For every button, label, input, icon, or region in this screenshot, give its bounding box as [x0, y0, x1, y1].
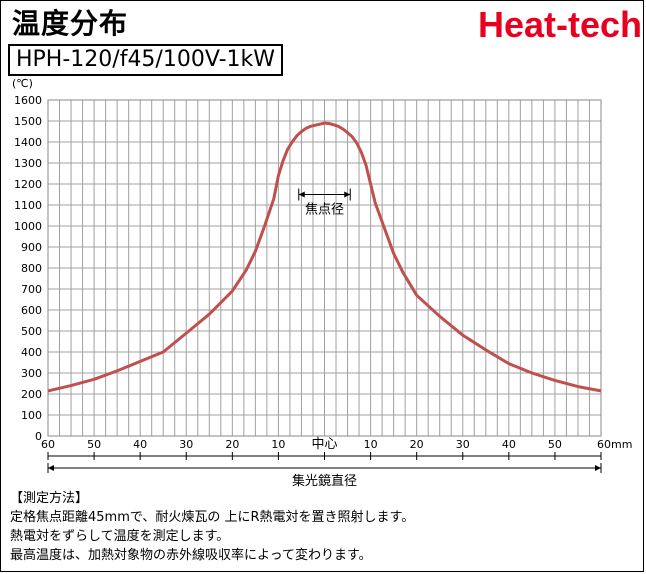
x-tick-label: 10	[271, 438, 285, 451]
y-tick-label: 100	[21, 409, 42, 422]
chart-grid	[47, 99, 602, 437]
notes-line: 定格焦点距離45mmで、耐火煉瓦の 上にR熱電対を置き照射します。	[10, 510, 415, 525]
focal-diameter-label: 焦点径	[305, 203, 344, 218]
y-axis-unit: (℃)	[12, 77, 33, 90]
y-tick-label: 1400	[14, 136, 42, 149]
x-tick-labels: 60 50 40 30 20 10 10 20 30 40 50 60mm	[41, 438, 632, 451]
model-label: HPH-120/f45/100V-1kW	[8, 44, 284, 76]
y-tick-label: 200	[21, 388, 42, 401]
x-tick-label: 50	[548, 438, 562, 451]
y-tick-label: 900	[21, 241, 42, 254]
notes-line: 熱電対をずらして温度を測定します。	[10, 529, 230, 544]
y-tick-label: 1300	[14, 157, 42, 170]
notes-line: 最高温度は、加熱対象物の赤外線吸収率によって変わります。	[10, 548, 372, 563]
y-tick-label: 300	[21, 367, 42, 380]
plot-border	[47, 99, 602, 437]
y-tick-label: 600	[21, 304, 42, 317]
series-line-temperature	[47, 121, 602, 393]
x-tick-label: 60	[41, 438, 55, 451]
y-tick-labels: 0 100 200 300 400 500 600 700 800 900 1000 1100 1200…	[14, 94, 42, 443]
mirror-diameter-range	[47, 463, 602, 473]
y-tick-label: 1100	[14, 199, 42, 212]
measurement-notes: 【測定方法】 定格焦点距離45mmで、耐火煉瓦の 上にR熱電対を置き照射します。…	[10, 489, 414, 565]
x-tick-label: 40	[133, 438, 147, 451]
y-tick-label: 700	[21, 283, 42, 296]
focal-diameter-range	[298, 188, 351, 201]
x-tick-label: 40	[502, 438, 516, 451]
x-tick-label: 30	[456, 438, 470, 451]
x-tick-label: 20	[225, 438, 239, 451]
mirror-diameter-label: 集光鏡直径	[292, 473, 357, 489]
brand-logo: Heat-tech	[478, 4, 643, 45]
center-label: 中心	[311, 437, 337, 452]
y-tick-label: 400	[21, 346, 42, 359]
y-tick-label: 500	[21, 325, 42, 338]
x-tick-label: 10	[364, 438, 378, 451]
range-arrowhead	[344, 191, 351, 198]
notes-heading: 【測定方法】	[10, 491, 89, 506]
range-arrowhead	[298, 191, 305, 198]
y-tick-label: 1600	[14, 94, 42, 107]
x-tick-label: 20	[410, 438, 424, 451]
page-title: 温度分布	[12, 7, 129, 40]
x-tick-label: 60mm	[597, 438, 632, 451]
y-tick-label: 1200	[14, 178, 42, 191]
y-tick-label: 1000	[14, 220, 42, 233]
range-arrowhead	[48, 465, 54, 471]
x-tick-label: 50	[87, 438, 101, 451]
y-tick-label: 800	[21, 262, 42, 275]
range-arrowhead	[595, 465, 601, 471]
y-tick-label: 1500	[14, 115, 42, 128]
x-axis	[47, 452, 602, 460]
y-tick-label: 0	[35, 430, 42, 443]
x-tick-label: 30	[179, 438, 193, 451]
